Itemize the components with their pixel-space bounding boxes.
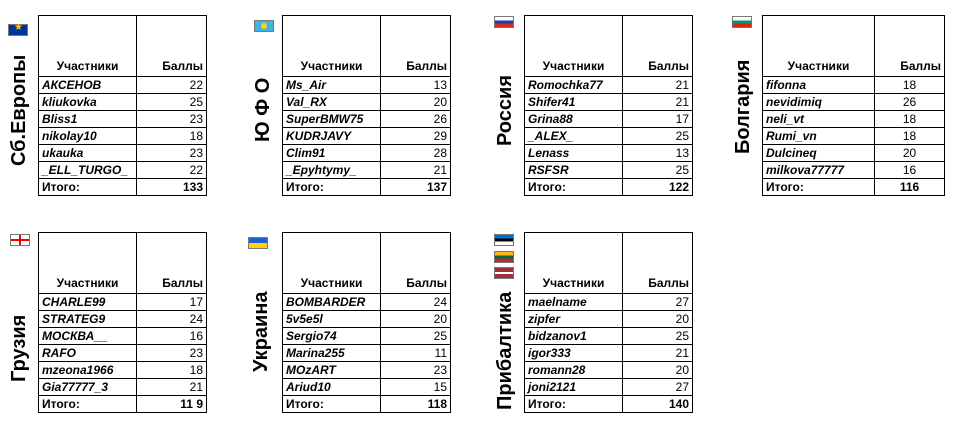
table-row: CHARLE99 17 bbox=[38, 293, 207, 311]
col-points: Баллы bbox=[380, 232, 451, 294]
col-participants: Участники bbox=[38, 232, 137, 294]
table-row: Marina255 11 bbox=[282, 344, 451, 362]
table-row: nevidimiq 26 bbox=[762, 93, 945, 111]
table-row: _ELL_TURGO_ 22 bbox=[38, 161, 207, 179]
table-row: bidzanov1 25 bbox=[524, 327, 693, 345]
table-row: _Epyhtymy_ 21 bbox=[282, 161, 451, 179]
table-row: МОСКВА__ 16 bbox=[38, 327, 207, 345]
table-row: Bliss1 23 bbox=[38, 110, 207, 128]
region-label: Прибалтика bbox=[494, 291, 516, 410]
table-row: maelname 27 bbox=[524, 293, 693, 311]
col-points: Баллы bbox=[380, 15, 451, 77]
region-label: Болгария bbox=[732, 59, 754, 154]
lithuania-flag-icon bbox=[494, 251, 514, 263]
score-table-ukraine: Участники Баллы BOMBARDER 24 5v5e5l 20 Ser… bbox=[282, 232, 451, 413]
table-row: SuperBMW75 26 bbox=[282, 110, 451, 128]
table-row: BOMBARDER 24 bbox=[282, 293, 451, 311]
total-row: Итого: 140 bbox=[524, 395, 693, 413]
eu-flag-icon bbox=[8, 22, 28, 36]
table-row: zipfer 20 bbox=[524, 310, 693, 328]
total-row: Итого: 11 9 bbox=[38, 395, 207, 413]
table-row: igor333 21 bbox=[524, 344, 693, 362]
region-label: Грузия bbox=[8, 314, 30, 382]
col-participants: Участники bbox=[282, 15, 381, 77]
table-row: nikolay10 18 bbox=[38, 127, 207, 145]
table-row: АКСЕНОВ 22 bbox=[38, 76, 207, 94]
russia-flag-icon bbox=[494, 16, 514, 28]
region-label: Ю Ф О bbox=[252, 77, 274, 142]
score-table-georgia: Участники Баллы CHARLE99 17 STRATEG9 24 МО… bbox=[38, 232, 207, 413]
total-row: Итого: 122 bbox=[524, 178, 693, 196]
col-participants: Участники bbox=[38, 15, 137, 77]
latvia-flag-icon bbox=[494, 267, 514, 279]
col-points: Баллы bbox=[622, 15, 693, 77]
table-row: Sergio74 25 bbox=[282, 327, 451, 345]
table-row: 5v5e5l 20 bbox=[282, 310, 451, 328]
table-row: Grina88 17 bbox=[524, 110, 693, 128]
region-label: Украина bbox=[250, 291, 272, 372]
col-participants: Участники bbox=[524, 232, 623, 294]
col-participants: Участники bbox=[282, 232, 381, 294]
score-table-baltic: Участники Баллы maelname 27 zipfer 20 bidz… bbox=[524, 232, 693, 413]
total-row: Итого: 133 bbox=[38, 178, 207, 196]
table-row: Ms_Air 13 bbox=[282, 76, 451, 94]
table-row: neli_vt 18 bbox=[762, 110, 945, 128]
table-row: Dulcineq 20 bbox=[762, 144, 945, 162]
region-label: Сб.Европы bbox=[8, 54, 30, 166]
table-row: Gia77777_3 21 bbox=[38, 378, 207, 396]
table-row: joni2121 27 bbox=[524, 378, 693, 396]
col-participants: Участники bbox=[524, 15, 623, 77]
score-table-yufo: Участники Баллы Ms_Air 13 Val_RX 20 SuperB… bbox=[282, 15, 451, 196]
total-row: Итого: 116 bbox=[762, 178, 945, 196]
total-row: Итого: 118 bbox=[282, 395, 451, 413]
ukraine-flag-icon bbox=[248, 237, 268, 249]
table-row: Rumi_vn 18 bbox=[762, 127, 945, 145]
score-table-bulgaria: Участники Баллы fifonna 18 nevidimiq 26 ne… bbox=[762, 15, 945, 196]
table-row: _ALEX_ 25 bbox=[524, 127, 693, 145]
score-table-sb-europe: Участники Баллы АКСЕНОВ 22 kliukovka 25 Bl… bbox=[38, 15, 207, 196]
table-row: STRATEG9 24 bbox=[38, 310, 207, 328]
table-row: Lenass 13 bbox=[524, 144, 693, 162]
table-row: fifonna 18 bbox=[762, 76, 945, 94]
col-participants: Участники bbox=[762, 15, 875, 77]
table-row: Ariud10 15 bbox=[282, 378, 451, 396]
bulgaria-flag-icon bbox=[732, 16, 752, 28]
georgia-flag-icon bbox=[10, 234, 30, 246]
table-row: mzeona1966 18 bbox=[38, 361, 207, 379]
total-row: Итого: 137 bbox=[282, 178, 451, 196]
col-points: Баллы bbox=[136, 15, 207, 77]
table-row: Clim91 28 bbox=[282, 144, 451, 162]
table-row: Val_RX 20 bbox=[282, 93, 451, 111]
score-table-russia: Участники Баллы Romochka77 21 Shifer41 21 … bbox=[524, 15, 693, 196]
table-row: Shifer41 21 bbox=[524, 93, 693, 111]
col-points: Баллы bbox=[136, 232, 207, 294]
table-row: kliukovka 25 bbox=[38, 93, 207, 111]
table-row: milkova77777 16 bbox=[762, 161, 945, 179]
table-row: MOzART 23 bbox=[282, 361, 451, 379]
table-row: RAFO 23 bbox=[38, 344, 207, 362]
col-points: Баллы bbox=[622, 232, 693, 294]
table-row: ukauka 23 bbox=[38, 144, 207, 162]
estonia-flag-icon bbox=[494, 234, 514, 246]
table-row: romann28 20 bbox=[524, 361, 693, 379]
table-row: Romochka77 21 bbox=[524, 76, 693, 94]
col-points: Баллы bbox=[874, 15, 945, 77]
table-row: RSFSR 25 bbox=[524, 161, 693, 179]
kazakhstan-flag-icon bbox=[254, 20, 274, 32]
region-label: Россия bbox=[494, 74, 516, 146]
table-row: KUDRJAVY 29 bbox=[282, 127, 451, 145]
